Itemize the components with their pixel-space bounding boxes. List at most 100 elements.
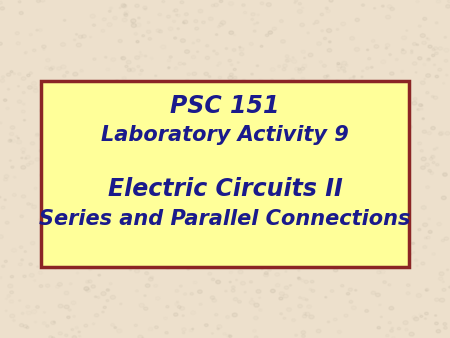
Circle shape bbox=[160, 224, 162, 226]
Circle shape bbox=[199, 303, 202, 305]
Circle shape bbox=[390, 254, 395, 258]
Circle shape bbox=[433, 96, 438, 99]
Circle shape bbox=[21, 195, 26, 198]
Circle shape bbox=[232, 313, 238, 317]
Circle shape bbox=[295, 334, 297, 336]
Circle shape bbox=[433, 64, 436, 66]
Circle shape bbox=[384, 216, 387, 218]
Circle shape bbox=[361, 76, 363, 77]
Circle shape bbox=[259, 147, 261, 148]
Circle shape bbox=[261, 268, 263, 270]
Circle shape bbox=[184, 79, 190, 83]
Circle shape bbox=[121, 57, 123, 59]
Circle shape bbox=[253, 30, 256, 32]
Circle shape bbox=[310, 200, 315, 203]
Circle shape bbox=[21, 312, 24, 314]
Circle shape bbox=[13, 73, 15, 75]
Circle shape bbox=[201, 87, 206, 90]
Circle shape bbox=[284, 286, 288, 289]
Circle shape bbox=[101, 90, 103, 92]
Circle shape bbox=[251, 73, 253, 75]
Circle shape bbox=[174, 313, 178, 316]
Circle shape bbox=[353, 203, 356, 205]
Circle shape bbox=[417, 109, 419, 110]
Circle shape bbox=[95, 246, 98, 247]
Circle shape bbox=[22, 103, 25, 105]
Circle shape bbox=[270, 289, 275, 293]
Circle shape bbox=[324, 37, 327, 40]
Circle shape bbox=[182, 150, 185, 152]
Circle shape bbox=[350, 37, 355, 40]
Circle shape bbox=[256, 290, 261, 293]
Circle shape bbox=[156, 29, 161, 32]
Circle shape bbox=[61, 43, 66, 46]
Circle shape bbox=[357, 117, 361, 120]
Circle shape bbox=[14, 176, 16, 178]
Circle shape bbox=[109, 283, 112, 285]
Circle shape bbox=[25, 158, 27, 159]
Circle shape bbox=[223, 149, 225, 151]
Circle shape bbox=[266, 3, 271, 6]
Circle shape bbox=[311, 197, 315, 200]
Circle shape bbox=[161, 45, 166, 49]
Circle shape bbox=[239, 46, 241, 48]
Circle shape bbox=[166, 306, 169, 308]
Circle shape bbox=[357, 223, 360, 225]
Circle shape bbox=[260, 83, 264, 87]
Circle shape bbox=[320, 137, 324, 141]
Circle shape bbox=[42, 45, 46, 48]
Circle shape bbox=[0, 1, 2, 4]
Circle shape bbox=[91, 213, 95, 216]
Circle shape bbox=[403, 321, 408, 324]
Circle shape bbox=[161, 188, 166, 192]
Circle shape bbox=[280, 313, 283, 315]
Circle shape bbox=[351, 306, 356, 310]
Circle shape bbox=[190, 152, 193, 154]
Circle shape bbox=[65, 334, 68, 337]
Circle shape bbox=[356, 103, 359, 104]
Circle shape bbox=[135, 247, 139, 250]
Circle shape bbox=[194, 281, 197, 284]
Circle shape bbox=[313, 23, 315, 25]
Circle shape bbox=[436, 164, 439, 166]
Circle shape bbox=[374, 7, 376, 9]
Circle shape bbox=[264, 273, 269, 277]
Circle shape bbox=[283, 193, 285, 195]
Circle shape bbox=[266, 201, 270, 203]
Circle shape bbox=[337, 63, 340, 65]
Circle shape bbox=[260, 2, 264, 5]
Circle shape bbox=[316, 329, 321, 333]
Circle shape bbox=[229, 335, 232, 337]
Circle shape bbox=[126, 61, 131, 64]
Circle shape bbox=[30, 203, 33, 205]
Circle shape bbox=[26, 155, 30, 159]
Circle shape bbox=[137, 66, 140, 68]
Circle shape bbox=[110, 101, 113, 104]
Circle shape bbox=[135, 290, 138, 292]
Circle shape bbox=[435, 75, 439, 78]
Circle shape bbox=[118, 262, 123, 266]
Circle shape bbox=[50, 250, 53, 253]
Circle shape bbox=[10, 126, 15, 129]
Circle shape bbox=[206, 234, 208, 235]
Circle shape bbox=[197, 132, 200, 135]
Circle shape bbox=[165, 265, 171, 269]
Circle shape bbox=[112, 169, 115, 171]
Circle shape bbox=[330, 242, 332, 244]
Circle shape bbox=[309, 315, 314, 319]
Circle shape bbox=[204, 324, 208, 327]
Circle shape bbox=[322, 64, 326, 67]
Circle shape bbox=[376, 207, 380, 210]
Circle shape bbox=[242, 121, 248, 125]
Circle shape bbox=[234, 34, 235, 36]
Circle shape bbox=[182, 315, 184, 316]
Circle shape bbox=[357, 108, 360, 110]
Circle shape bbox=[165, 133, 169, 137]
Circle shape bbox=[358, 227, 360, 229]
Circle shape bbox=[4, 99, 7, 101]
Circle shape bbox=[428, 169, 432, 172]
Circle shape bbox=[264, 210, 266, 212]
Circle shape bbox=[289, 258, 294, 262]
Circle shape bbox=[407, 256, 410, 258]
Circle shape bbox=[76, 209, 80, 211]
